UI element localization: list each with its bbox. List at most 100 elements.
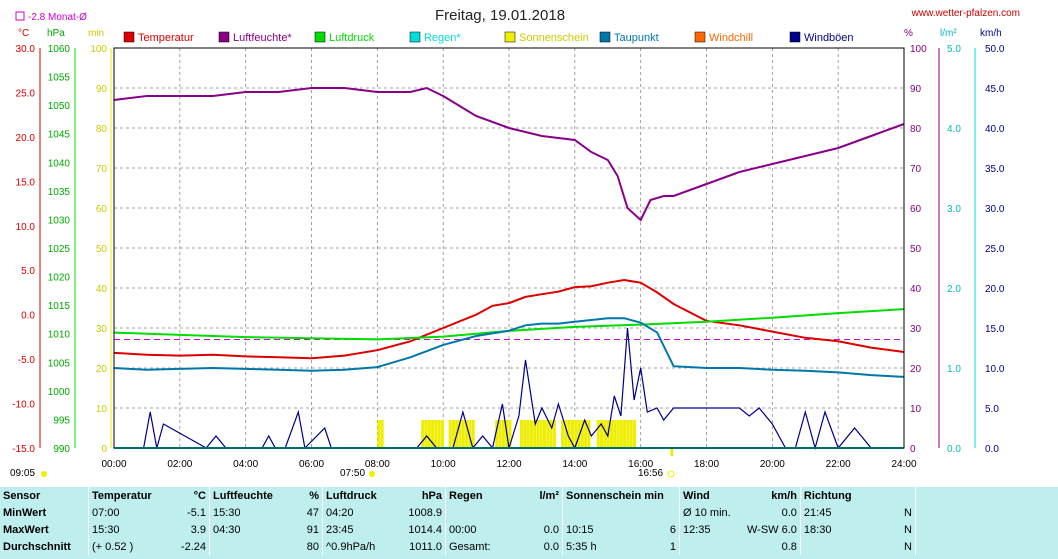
axis-ticks: 30.0 25.0 20.0 15.0 10.0 5.0 0.0 -5.0 -10.0 -15.0… (12, 44, 1005, 470)
temperature-line (113, 278, 905, 360)
legend-swatch (218, 31, 230, 43)
x-tick-label: 22:00 (826, 459, 851, 470)
y-tick-label: 0.0 (947, 444, 961, 455)
x-tick-label: 00:00 (101, 459, 126, 470)
y-tick-label: 1045 (48, 130, 71, 141)
site-link[interactable]: www.wetter-pfalzen.com (911, 8, 1020, 19)
sunshine-bar (471, 420, 475, 448)
y-tick-label: -5.0 (18, 355, 36, 366)
legend-swatch (504, 31, 516, 43)
sunshine-bar (543, 420, 547, 448)
x-tick-label: 06:00 (299, 459, 324, 470)
sunshine-bar (619, 420, 623, 448)
sun-icon (41, 471, 47, 477)
y-tick-label: 40.0 (985, 124, 1005, 135)
x-tick-label: 16:00 (628, 459, 653, 470)
sunshine-bar (616, 420, 620, 448)
y-tick-label: 3.0 (947, 204, 961, 215)
sunshine-bar (440, 420, 444, 448)
y-tick-label: 20 (96, 364, 108, 375)
y-tick-label: 0.0 (21, 311, 35, 322)
sunshine-bar (577, 420, 581, 448)
sunshine-bar (549, 420, 553, 448)
y-tick-label: 45.0 (985, 84, 1005, 95)
legend-label: Windchill (709, 32, 753, 44)
sunshine-bar (501, 420, 505, 448)
y-tick-label: 90 (96, 84, 108, 95)
sunshine-bar (596, 420, 600, 448)
solar-unit: l/m² (940, 28, 957, 39)
stats-table: Sensor Temperatur °C Luftfeuchte % Luftd… (0, 487, 1058, 559)
sunshine-bar (546, 420, 550, 448)
y-tick-label: 100 (910, 44, 927, 55)
dewpoint-line (113, 317, 905, 378)
sunshine-bar (539, 420, 543, 448)
header-direction: Richtung (799, 487, 916, 504)
x-tick-label: 24:00 (891, 459, 916, 470)
y-tick-label: 1035 (48, 187, 71, 198)
y-tick-label: 50 (910, 244, 922, 255)
table-row: MinWert 07:00 -5.1 15:30 47 04:20 1008.9… (0, 504, 1022, 521)
sunshine-bar (523, 420, 527, 448)
header-temp-unit: °C (193, 489, 206, 502)
y-tick-label: 80 (96, 124, 108, 135)
y-tick-label: 25.0 (16, 88, 36, 99)
sunshine-bar (508, 420, 512, 448)
header-temp: Temperatur (88, 487, 173, 504)
y-tick-label: 0 (910, 444, 916, 455)
sunshine-bar (495, 420, 499, 448)
sunshine-bar (529, 420, 533, 448)
sunshine-bar (623, 420, 627, 448)
legend-label: Temperatur (138, 32, 194, 44)
y-tick-label: -15.0 (12, 444, 35, 455)
y-tick-label: 60 (96, 204, 108, 215)
y-tick-label: 100 (90, 44, 107, 55)
sunshine-bar (451, 420, 455, 448)
y-tick-label: 5.0 (947, 44, 961, 55)
sunshine-bar (448, 420, 452, 448)
series-lines (113, 86, 905, 451)
y-tick-label: 1010 (48, 330, 71, 341)
monthly-avg-label: -2.8 Monat-Ø (28, 12, 87, 23)
y-tick-label: 50.0 (985, 44, 1005, 55)
y-tick-label: 2.0 (947, 284, 961, 295)
sunshine-bar (584, 420, 588, 448)
y-tick-label: 15.0 (985, 324, 1005, 335)
pressure-unit: hPa (47, 28, 65, 39)
header-rain-unit: l/m² (539, 489, 559, 502)
y-tick-label: 10 (910, 404, 922, 415)
sunshine-bar (600, 420, 604, 448)
legend-label: Regen* (424, 32, 461, 44)
humidity-line (113, 86, 905, 222)
y-tick-label: 30.0 (16, 44, 36, 55)
y-tick-label: 20 (910, 364, 922, 375)
header-humidity: Luftfeuchte (209, 487, 286, 504)
legend-swatch (409, 31, 421, 43)
y-tick-label: 1055 (48, 73, 71, 84)
humidity-unit: % (904, 28, 913, 39)
legend-swatch (789, 31, 801, 43)
y-tick-label: 1015 (48, 301, 71, 312)
sunshine-bar (552, 420, 556, 448)
y-tick-label: 25.0 (985, 244, 1005, 255)
y-tick-label: 10.0 (16, 222, 36, 233)
sunshine-bar (424, 420, 428, 448)
header-sensor: Sensor (3, 489, 41, 502)
legend-label: Windböen (804, 32, 854, 44)
sunshine-bar (519, 420, 523, 448)
sunshine-bar (632, 420, 636, 448)
y-tick-label: 1050 (48, 101, 71, 112)
sunshine-bar (526, 420, 530, 448)
y-tick-label: 1030 (48, 215, 71, 226)
legend-swatch (123, 31, 135, 43)
y-tick-label: 10 (96, 404, 108, 415)
sunshine-bar (587, 420, 591, 448)
y-tick-label: 1025 (48, 244, 71, 255)
y-tick-label: 15.0 (16, 177, 36, 188)
y-tick-label: 90 (910, 84, 922, 95)
y-tick-label: 0.0 (985, 444, 999, 455)
y-tick-label: 20.0 (16, 133, 36, 144)
x-tick-label: 18:00 (694, 459, 719, 470)
sunshine-bar (380, 420, 384, 448)
table-row: Durchschnitt (+ 0.52 ) -2.24 80 ^0.9hPa/… (0, 538, 1022, 555)
